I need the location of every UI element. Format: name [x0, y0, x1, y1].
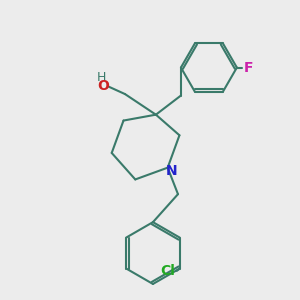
Text: Cl: Cl — [160, 265, 175, 278]
Text: F: F — [244, 61, 254, 75]
Text: O: O — [98, 79, 110, 93]
Text: H: H — [97, 71, 106, 84]
Text: N: N — [165, 164, 177, 178]
